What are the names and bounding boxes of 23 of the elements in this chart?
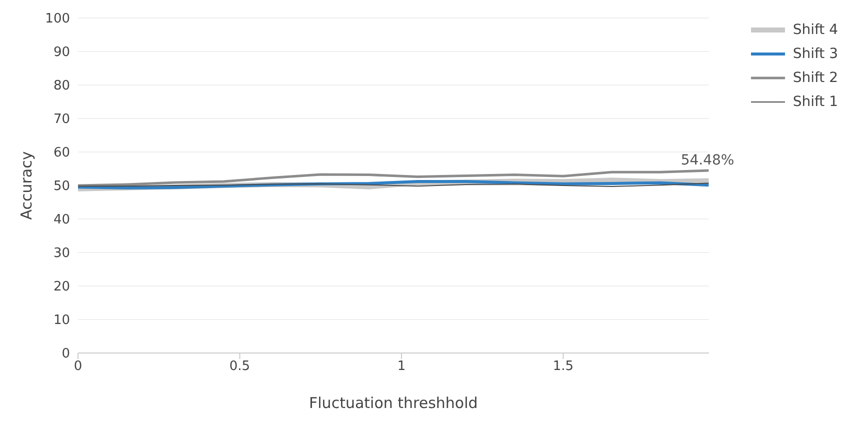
- x-tick-label: 0.5: [229, 359, 250, 374]
- y-tick-label: 90: [53, 45, 70, 60]
- x-tick-label: 1.5: [552, 359, 574, 374]
- x-axis-title: Fluctuation threshhold: [309, 394, 478, 412]
- y-tick-label: 40: [53, 212, 70, 228]
- y-tick-label: 70: [53, 112, 70, 128]
- legend-label: Shift 1: [792, 94, 838, 110]
- y-tick-label: 30: [53, 246, 70, 262]
- legend-label: Shift 4: [792, 22, 838, 38]
- x-tick-label: 0: [74, 359, 82, 374]
- y-axis-title: Accuracy: [17, 151, 36, 220]
- y-tick-label: 20: [53, 280, 70, 295]
- y-tick-label: 10: [53, 313, 70, 328]
- y-tick-label: 50: [53, 179, 70, 194]
- y-tick-label: 0: [62, 346, 70, 362]
- y-tick-label: 80: [53, 78, 70, 94]
- annotation: 54.48%: [680, 152, 734, 168]
- x-tick-label: 1: [397, 359, 406, 374]
- legend-label: Shift 3: [792, 46, 838, 62]
- y-tick-label: 60: [53, 146, 70, 161]
- legend-label: Shift 2: [792, 70, 838, 86]
- y-tick-label: 100: [45, 12, 70, 27]
- line-series: [78, 169, 709, 187]
